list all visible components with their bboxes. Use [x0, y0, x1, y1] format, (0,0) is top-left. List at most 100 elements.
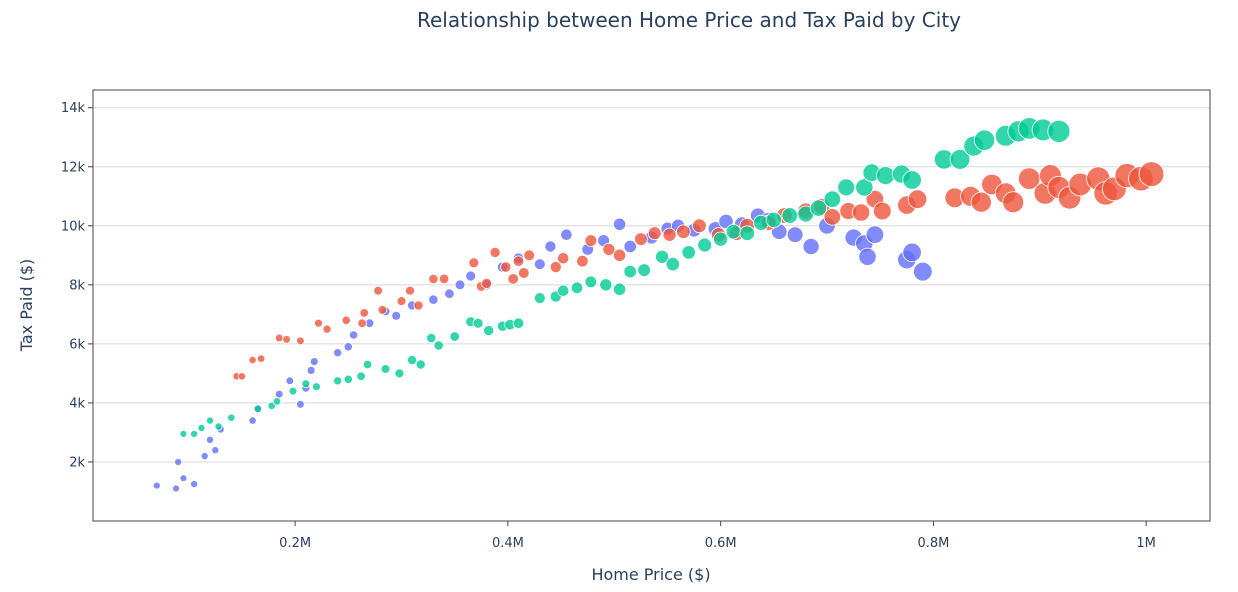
data-point[interactable] [306, 365, 316, 375]
data-point[interactable] [576, 255, 589, 268]
data-point[interactable] [438, 273, 450, 285]
data-point[interactable] [713, 231, 729, 247]
data-point[interactable] [256, 354, 266, 363]
data-point[interactable] [394, 368, 405, 379]
data-point[interactable] [272, 397, 282, 406]
data-point[interactable] [426, 332, 437, 344]
data-point[interactable] [697, 237, 713, 253]
data-point[interactable] [253, 404, 263, 413]
data-point[interactable] [544, 240, 557, 253]
data-point[interactable] [296, 336, 305, 346]
data-point[interactable] [949, 149, 971, 170]
data-point[interactable] [681, 245, 696, 260]
data-point[interactable] [377, 305, 388, 315]
data-point[interactable] [786, 226, 804, 244]
data-point[interactable] [612, 217, 627, 231]
data-point[interactable] [433, 340, 444, 351]
data-point[interactable] [311, 382, 321, 392]
data-point[interactable] [637, 263, 651, 277]
data-point[interactable] [837, 178, 856, 197]
data-point[interactable] [428, 294, 439, 305]
data-point[interactable] [872, 201, 892, 221]
data-point[interactable] [285, 376, 295, 386]
data-point[interactable] [174, 458, 183, 466]
data-point[interactable] [362, 359, 373, 370]
data-point[interactable] [296, 400, 305, 409]
data-point[interactable] [468, 257, 480, 269]
data-point[interactable] [662, 227, 677, 242]
data-point[interactable] [357, 318, 367, 328]
data-point[interactable] [200, 452, 209, 461]
data-point[interactable] [197, 423, 206, 432]
data-point[interactable] [314, 318, 323, 328]
data-point[interactable] [907, 189, 928, 209]
data-point[interactable] [570, 281, 584, 295]
data-point[interactable] [858, 247, 877, 266]
data-point[interactable] [483, 325, 495, 337]
data-point[interactable] [413, 300, 424, 311]
data-point[interactable] [405, 285, 415, 296]
data-point[interactable] [465, 270, 477, 282]
data-point[interactable] [190, 429, 199, 438]
data-point[interactable] [599, 278, 613, 292]
data-point[interactable] [1047, 119, 1071, 143]
data-point[interactable] [274, 389, 284, 399]
data-point[interactable] [343, 374, 353, 384]
data-point[interactable] [481, 277, 493, 289]
data-point[interactable] [449, 331, 460, 342]
data-point[interactable] [549, 261, 562, 274]
data-point[interactable] [333, 348, 343, 358]
data-point[interactable] [692, 218, 707, 234]
data-point[interactable] [489, 246, 501, 258]
data-point[interactable] [676, 224, 691, 239]
data-point[interactable] [211, 446, 220, 455]
data-point[interactable] [214, 422, 223, 431]
data-point[interactable] [343, 342, 353, 352]
data-point[interactable] [602, 242, 616, 256]
data-point[interactable] [876, 166, 895, 186]
data-point[interactable] [512, 255, 525, 267]
data-point[interactable] [634, 232, 648, 246]
data-point[interactable] [781, 207, 799, 224]
data-point[interactable] [227, 413, 236, 422]
data-point[interactable] [333, 376, 343, 386]
data-point[interactable] [444, 288, 455, 299]
data-point[interactable] [1002, 191, 1025, 214]
data-point[interactable] [902, 242, 922, 263]
data-point[interactable] [523, 249, 535, 262]
data-point[interactable] [205, 435, 214, 444]
data-point[interactable] [665, 257, 680, 272]
data-point[interactable] [560, 228, 573, 241]
data-point[interactable] [301, 379, 311, 389]
data-point[interactable] [823, 190, 842, 208]
data-point[interactable] [973, 129, 996, 151]
data-point[interactable] [396, 296, 407, 307]
data-point[interactable] [205, 416, 214, 425]
data-point[interactable] [237, 372, 246, 381]
data-point[interactable] [739, 225, 755, 242]
data-point[interactable] [415, 359, 426, 370]
data-point[interactable] [557, 252, 570, 265]
data-point[interactable] [322, 324, 332, 334]
data-point[interactable] [309, 357, 319, 367]
data-point[interactable] [1138, 161, 1165, 187]
data-point[interactable] [179, 474, 188, 483]
data-point[interactable] [373, 285, 383, 296]
data-point[interactable] [612, 282, 627, 296]
data-point[interactable] [855, 178, 874, 197]
data-point[interactable] [359, 308, 370, 318]
data-point[interactable] [584, 234, 598, 247]
data-point[interactable] [517, 267, 530, 279]
data-point[interactable] [533, 292, 546, 305]
data-point[interactable] [647, 226, 662, 241]
data-point[interactable] [380, 364, 391, 374]
data-point[interactable] [454, 279, 466, 291]
data-point[interactable] [912, 261, 933, 282]
data-point[interactable] [407, 355, 418, 366]
data-point[interactable] [655, 249, 670, 264]
data-point[interactable] [341, 315, 351, 325]
data-point[interactable] [179, 429, 188, 438]
data-point[interactable] [809, 199, 828, 217]
data-point[interactable] [902, 170, 922, 190]
data-point[interactable] [152, 481, 161, 490]
